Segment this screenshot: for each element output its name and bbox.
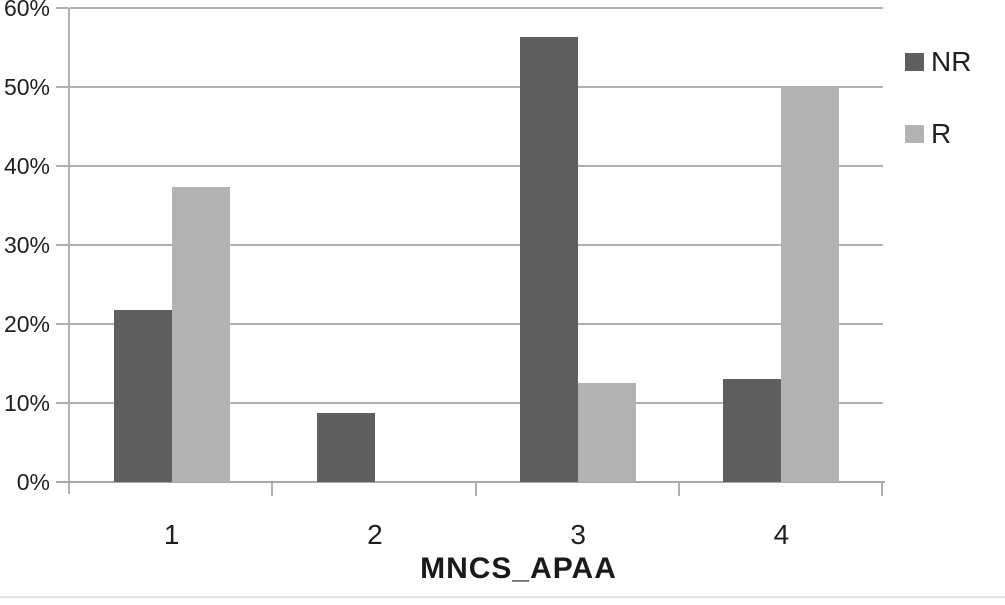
x-category-label-4: 4 (773, 519, 790, 550)
legend-label-nr: NR (931, 46, 972, 77)
y-tick-50 (56, 86, 69, 88)
bar-r-1 (171, 187, 230, 482)
y-tick-60 (56, 7, 69, 9)
gridline-10 (70, 402, 883, 404)
gridline-30 (70, 244, 883, 246)
legend-swatch-nr (905, 53, 924, 71)
legend-swatch-r (905, 125, 924, 143)
y-axis-line (68, 8, 70, 494)
legend-item-r: R (905, 116, 971, 152)
y-tick-label-10: 10% (3, 390, 50, 416)
bar-nr-3 (520, 37, 579, 482)
bar-r-3 (578, 383, 637, 482)
plot-area (70, 7, 883, 482)
bar-nr-1 (113, 309, 172, 482)
x-category-label-2: 2 (367, 519, 383, 550)
y-tick-10 (56, 402, 69, 404)
gridline-50 (70, 86, 883, 88)
x-tick-1 (271, 483, 274, 496)
legend-label-r: R (931, 118, 952, 149)
bar-r-4 (781, 87, 840, 482)
x-axis-labels: 1 2 3 4 (70, 519, 883, 551)
x-category-label-3: 3 (570, 519, 586, 550)
y-tick-label-60: 60% (3, 0, 50, 21)
legend-item-nr: NR (905, 44, 971, 80)
y-tick-label-30: 30% (3, 232, 50, 258)
x-axis-line (56, 481, 885, 483)
legend: NR R (905, 44, 971, 188)
y-tick-label-20: 20% (3, 311, 50, 337)
y-tick-label-0: 0% (16, 469, 50, 495)
y-tick-30 (56, 244, 69, 246)
bar-nr-2 (316, 413, 375, 482)
y-tick-label-40: 40% (3, 153, 50, 179)
bottom-border-line (0, 596, 1005, 598)
x-category-label-1: 1 (163, 519, 180, 550)
gridline-60 (70, 7, 883, 9)
y-tick-label-50: 50% (3, 74, 50, 100)
x-axis-title: MNCS_APAA (420, 552, 617, 585)
gridline-20 (70, 323, 883, 325)
x-tick-2 (474, 483, 477, 496)
x-tick-3 (677, 483, 680, 496)
gridline-40 (70, 165, 883, 167)
y-tick-20 (56, 323, 69, 325)
bar-nr-4 (723, 379, 782, 482)
y-tick-40 (56, 165, 69, 167)
x-tick-4 (881, 483, 883, 496)
